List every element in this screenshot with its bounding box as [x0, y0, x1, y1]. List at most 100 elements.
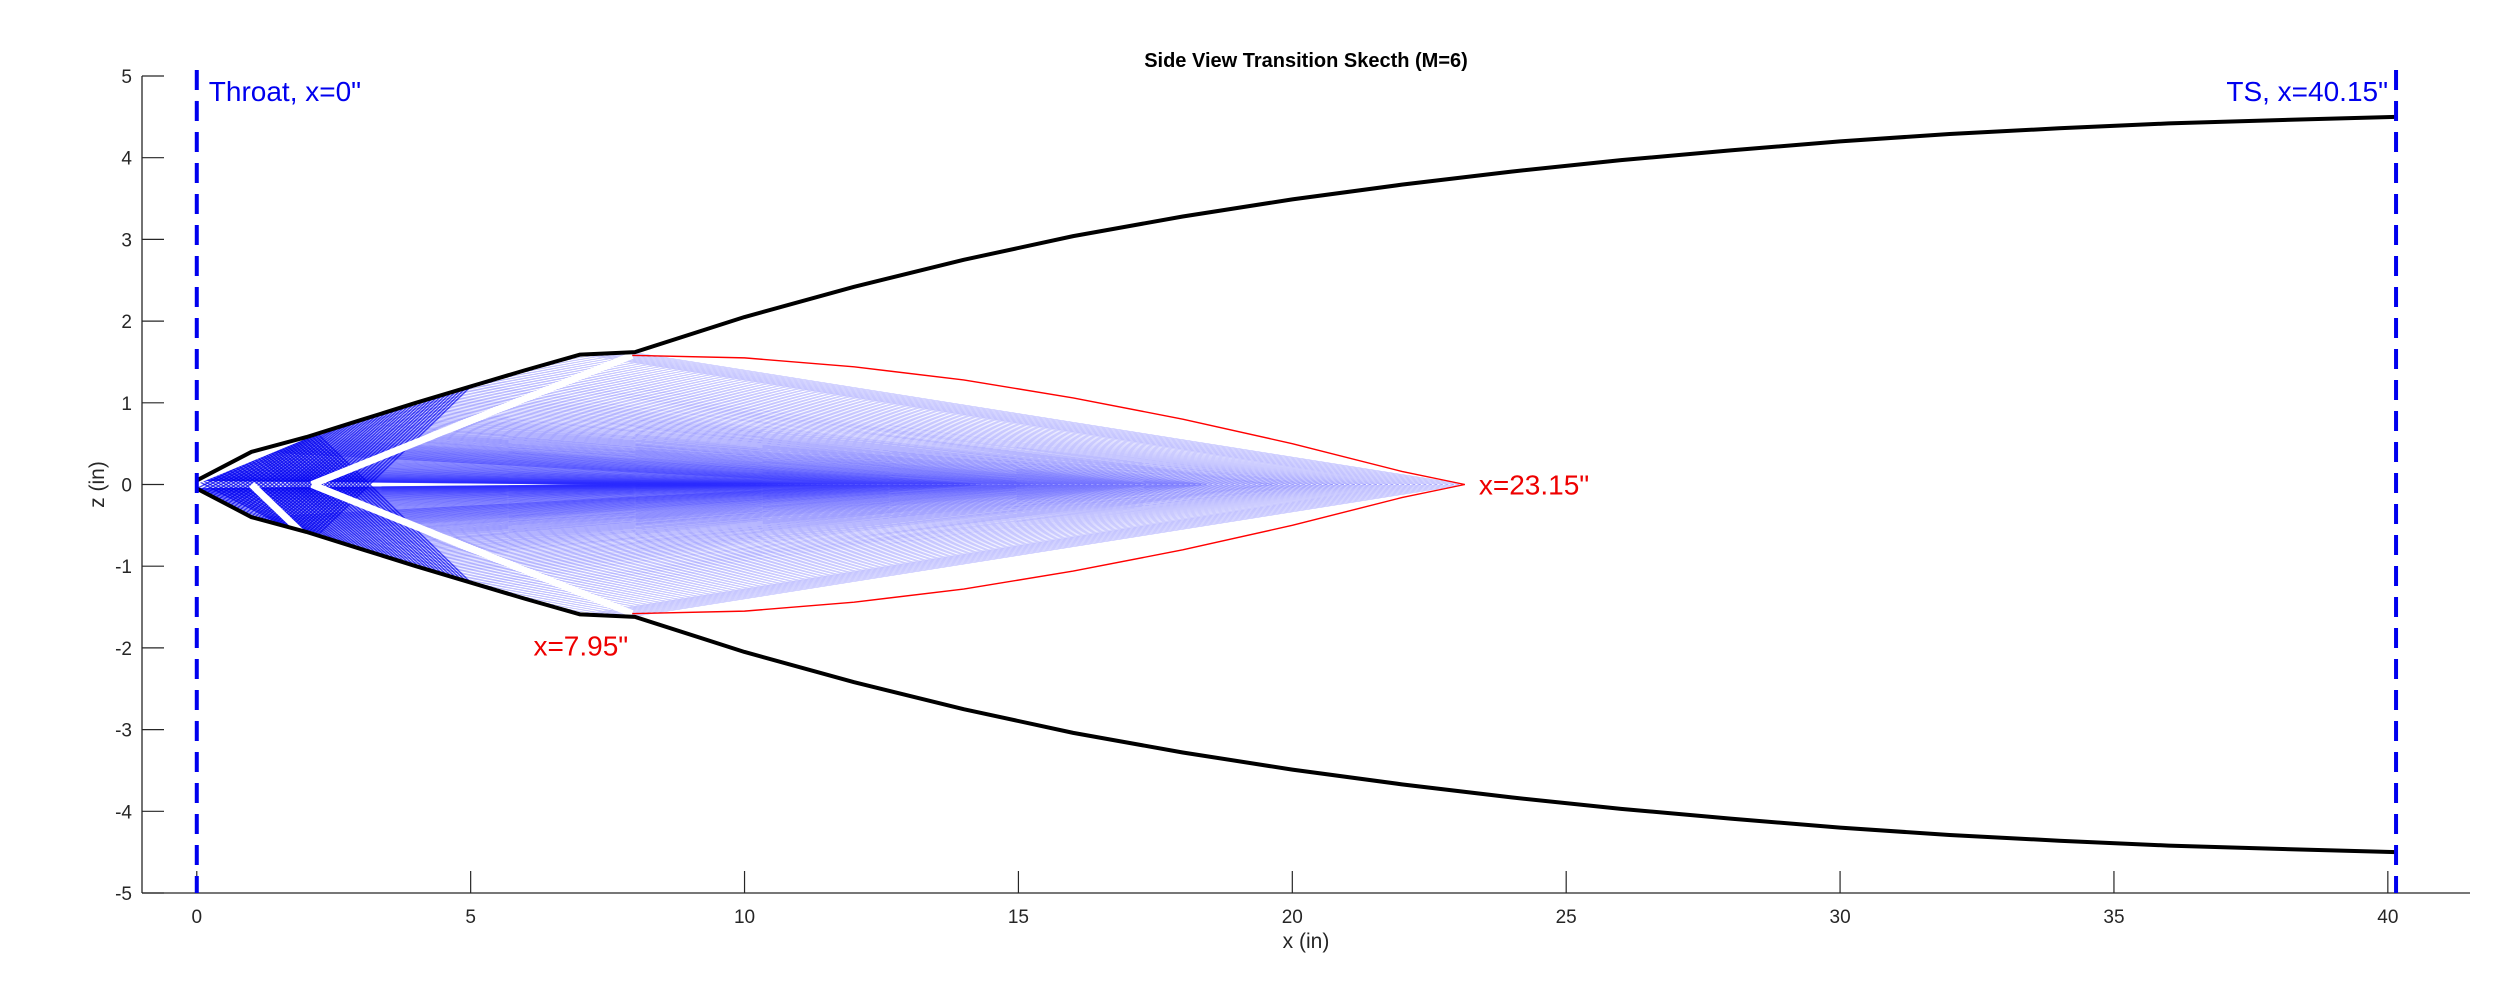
kernel-boundary-line	[632, 483, 1465, 615]
characteristic-line	[307, 390, 458, 533]
characteristic-line	[551, 362, 1366, 607]
characteristic-line	[313, 434, 467, 582]
characteristic-line	[564, 358, 1383, 611]
characteristic-line	[378, 414, 1119, 555]
characteristic-line	[392, 409, 1141, 560]
x-tick-label: 25	[1556, 907, 1577, 928]
characteristic-line	[622, 352, 1454, 617]
characteristic-line	[268, 446, 397, 561]
annotation-text: x=7.95"	[533, 631, 628, 662]
characteristic-line	[450, 392, 1229, 577]
characteristic-fan	[195, 352, 1465, 617]
series-lines	[195, 114, 2397, 855]
characteristic-line	[547, 363, 1361, 606]
characteristic-line	[274, 444, 406, 564]
characteristic-line	[337, 426, 1048, 543]
annotation-text: x=23.15"	[1479, 470, 1589, 501]
y-tick-label: -5	[115, 884, 132, 905]
characteristic-line	[307, 436, 458, 579]
characteristic-line	[513, 373, 1317, 596]
characteristic-line	[465, 387, 1251, 582]
characteristic-line	[458, 389, 1240, 580]
characteristic-line	[454, 391, 1235, 578]
characteristic-line	[277, 404, 411, 525]
characteristic-line	[265, 409, 392, 522]
characteristic-line	[446, 393, 1224, 576]
characteristic-gap	[310, 481, 634, 617]
annotations: x=23.15" x=7.95"	[533, 470, 1589, 662]
y-tick-label: -1	[115, 557, 132, 578]
characteristic-line	[362, 419, 1092, 550]
characteristic-line	[505, 375, 1306, 594]
characteristic-line	[526, 369, 1334, 600]
characteristic-line	[609, 353, 1438, 616]
characteristic-line	[497, 378, 1295, 591]
characteristic-line	[573, 356, 1394, 613]
characteristic-line	[402, 406, 1158, 563]
y-axis-ticks: -5 -4 -3 -2 -1 0 1 2 3 4 5	[115, 67, 164, 905]
y-tick-label: 2	[121, 312, 132, 333]
characteristic-line	[375, 415, 1114, 554]
characteristic-line	[399, 407, 1152, 562]
characteristic-line	[406, 405, 1163, 564]
y-tick-label: 0	[121, 476, 132, 497]
x-tick-label: 40	[2377, 907, 2398, 928]
characteristic-line	[271, 445, 402, 563]
characteristic-line	[368, 417, 1103, 552]
characteristic-line	[517, 372, 1323, 597]
characteristic-line	[325, 430, 1026, 539]
characteristic-line	[265, 447, 392, 560]
y-tick-label: 5	[121, 67, 132, 88]
y-tick-label: 1	[121, 394, 132, 415]
characteristic-line	[489, 380, 1284, 589]
characteristic-line	[365, 418, 1097, 551]
y-tick-label: -2	[115, 639, 132, 660]
characteristic-line	[331, 428, 1037, 541]
characteristic-line	[372, 416, 1108, 553]
characteristic-line	[469, 386, 1257, 583]
kernel-boundary-line	[632, 354, 1465, 486]
characteristic-line	[277, 444, 411, 565]
characteristic-line	[543, 364, 1355, 605]
characteristic-line	[346, 424, 1064, 545]
characteristic-gap	[249, 481, 304, 535]
characteristic-line	[582, 354, 1405, 615]
x-tick-label: 35	[2103, 907, 2124, 928]
characteristic-line	[534, 367, 1344, 602]
station-label: Throat, x=0"	[209, 76, 361, 107]
characteristic-line	[340, 426, 1053, 543]
characteristic-line	[522, 370, 1328, 599]
characteristic-line	[382, 412, 1125, 557]
characteristic-line	[595, 353, 1421, 616]
characteristic-line	[268, 408, 397, 523]
characteristic-line	[356, 421, 1081, 548]
characteristic-line	[481, 382, 1273, 587]
characteristic-line	[283, 442, 420, 568]
chart-title: Side View Transition Skecth (M=6)	[1144, 50, 1468, 72]
characteristic-line	[485, 381, 1279, 588]
characteristic-line	[349, 423, 1070, 546]
x-tick-label: 5	[465, 907, 476, 928]
characteristic-line	[604, 353, 1432, 616]
characteristic-line	[271, 406, 402, 524]
characteristic-line	[283, 401, 420, 527]
characteristic-line	[435, 396, 1207, 573]
y-tick-label: 3	[121, 230, 132, 251]
characteristic-line	[304, 436, 453, 578]
characteristic-line	[577, 355, 1399, 614]
characteristic-line	[591, 353, 1416, 616]
characteristic-line	[560, 360, 1377, 609]
x-axis-label: x (in)	[1283, 930, 1330, 953]
characteristic-line	[431, 397, 1202, 572]
characteristic-line	[274, 405, 406, 525]
y-tick-label: -4	[115, 802, 132, 823]
station-label: TS, x=40.15"	[2226, 76, 2388, 107]
characteristic-line	[316, 385, 472, 536]
characteristic-line	[538, 366, 1350, 603]
characteristic-line	[555, 361, 1372, 608]
characteristic-line	[424, 399, 1191, 570]
characteristic-line	[442, 394, 1218, 575]
characteristic-line	[420, 401, 1185, 568]
characteristic-line	[409, 404, 1169, 565]
x-tick-label: 0	[191, 907, 202, 928]
